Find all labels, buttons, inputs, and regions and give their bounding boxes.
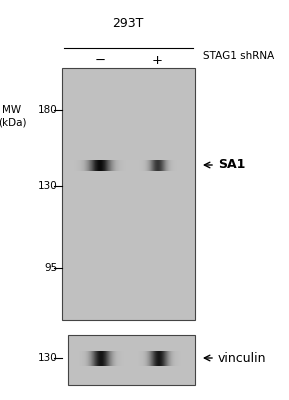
Text: SA1: SA1 xyxy=(218,158,245,172)
Text: MW
(kDa): MW (kDa) xyxy=(0,105,26,127)
Text: 130: 130 xyxy=(38,181,58,191)
Text: STAG1 shRNA: STAG1 shRNA xyxy=(203,51,274,61)
Text: +: + xyxy=(151,54,162,66)
Text: vinculin: vinculin xyxy=(218,352,266,364)
Text: 293T: 293T xyxy=(112,17,144,30)
Bar xyxy=(62,68,195,320)
Text: 180: 180 xyxy=(38,105,58,115)
Text: −: − xyxy=(95,54,105,66)
Text: 130: 130 xyxy=(38,353,58,363)
Bar xyxy=(68,335,195,385)
Text: 95: 95 xyxy=(45,263,58,273)
